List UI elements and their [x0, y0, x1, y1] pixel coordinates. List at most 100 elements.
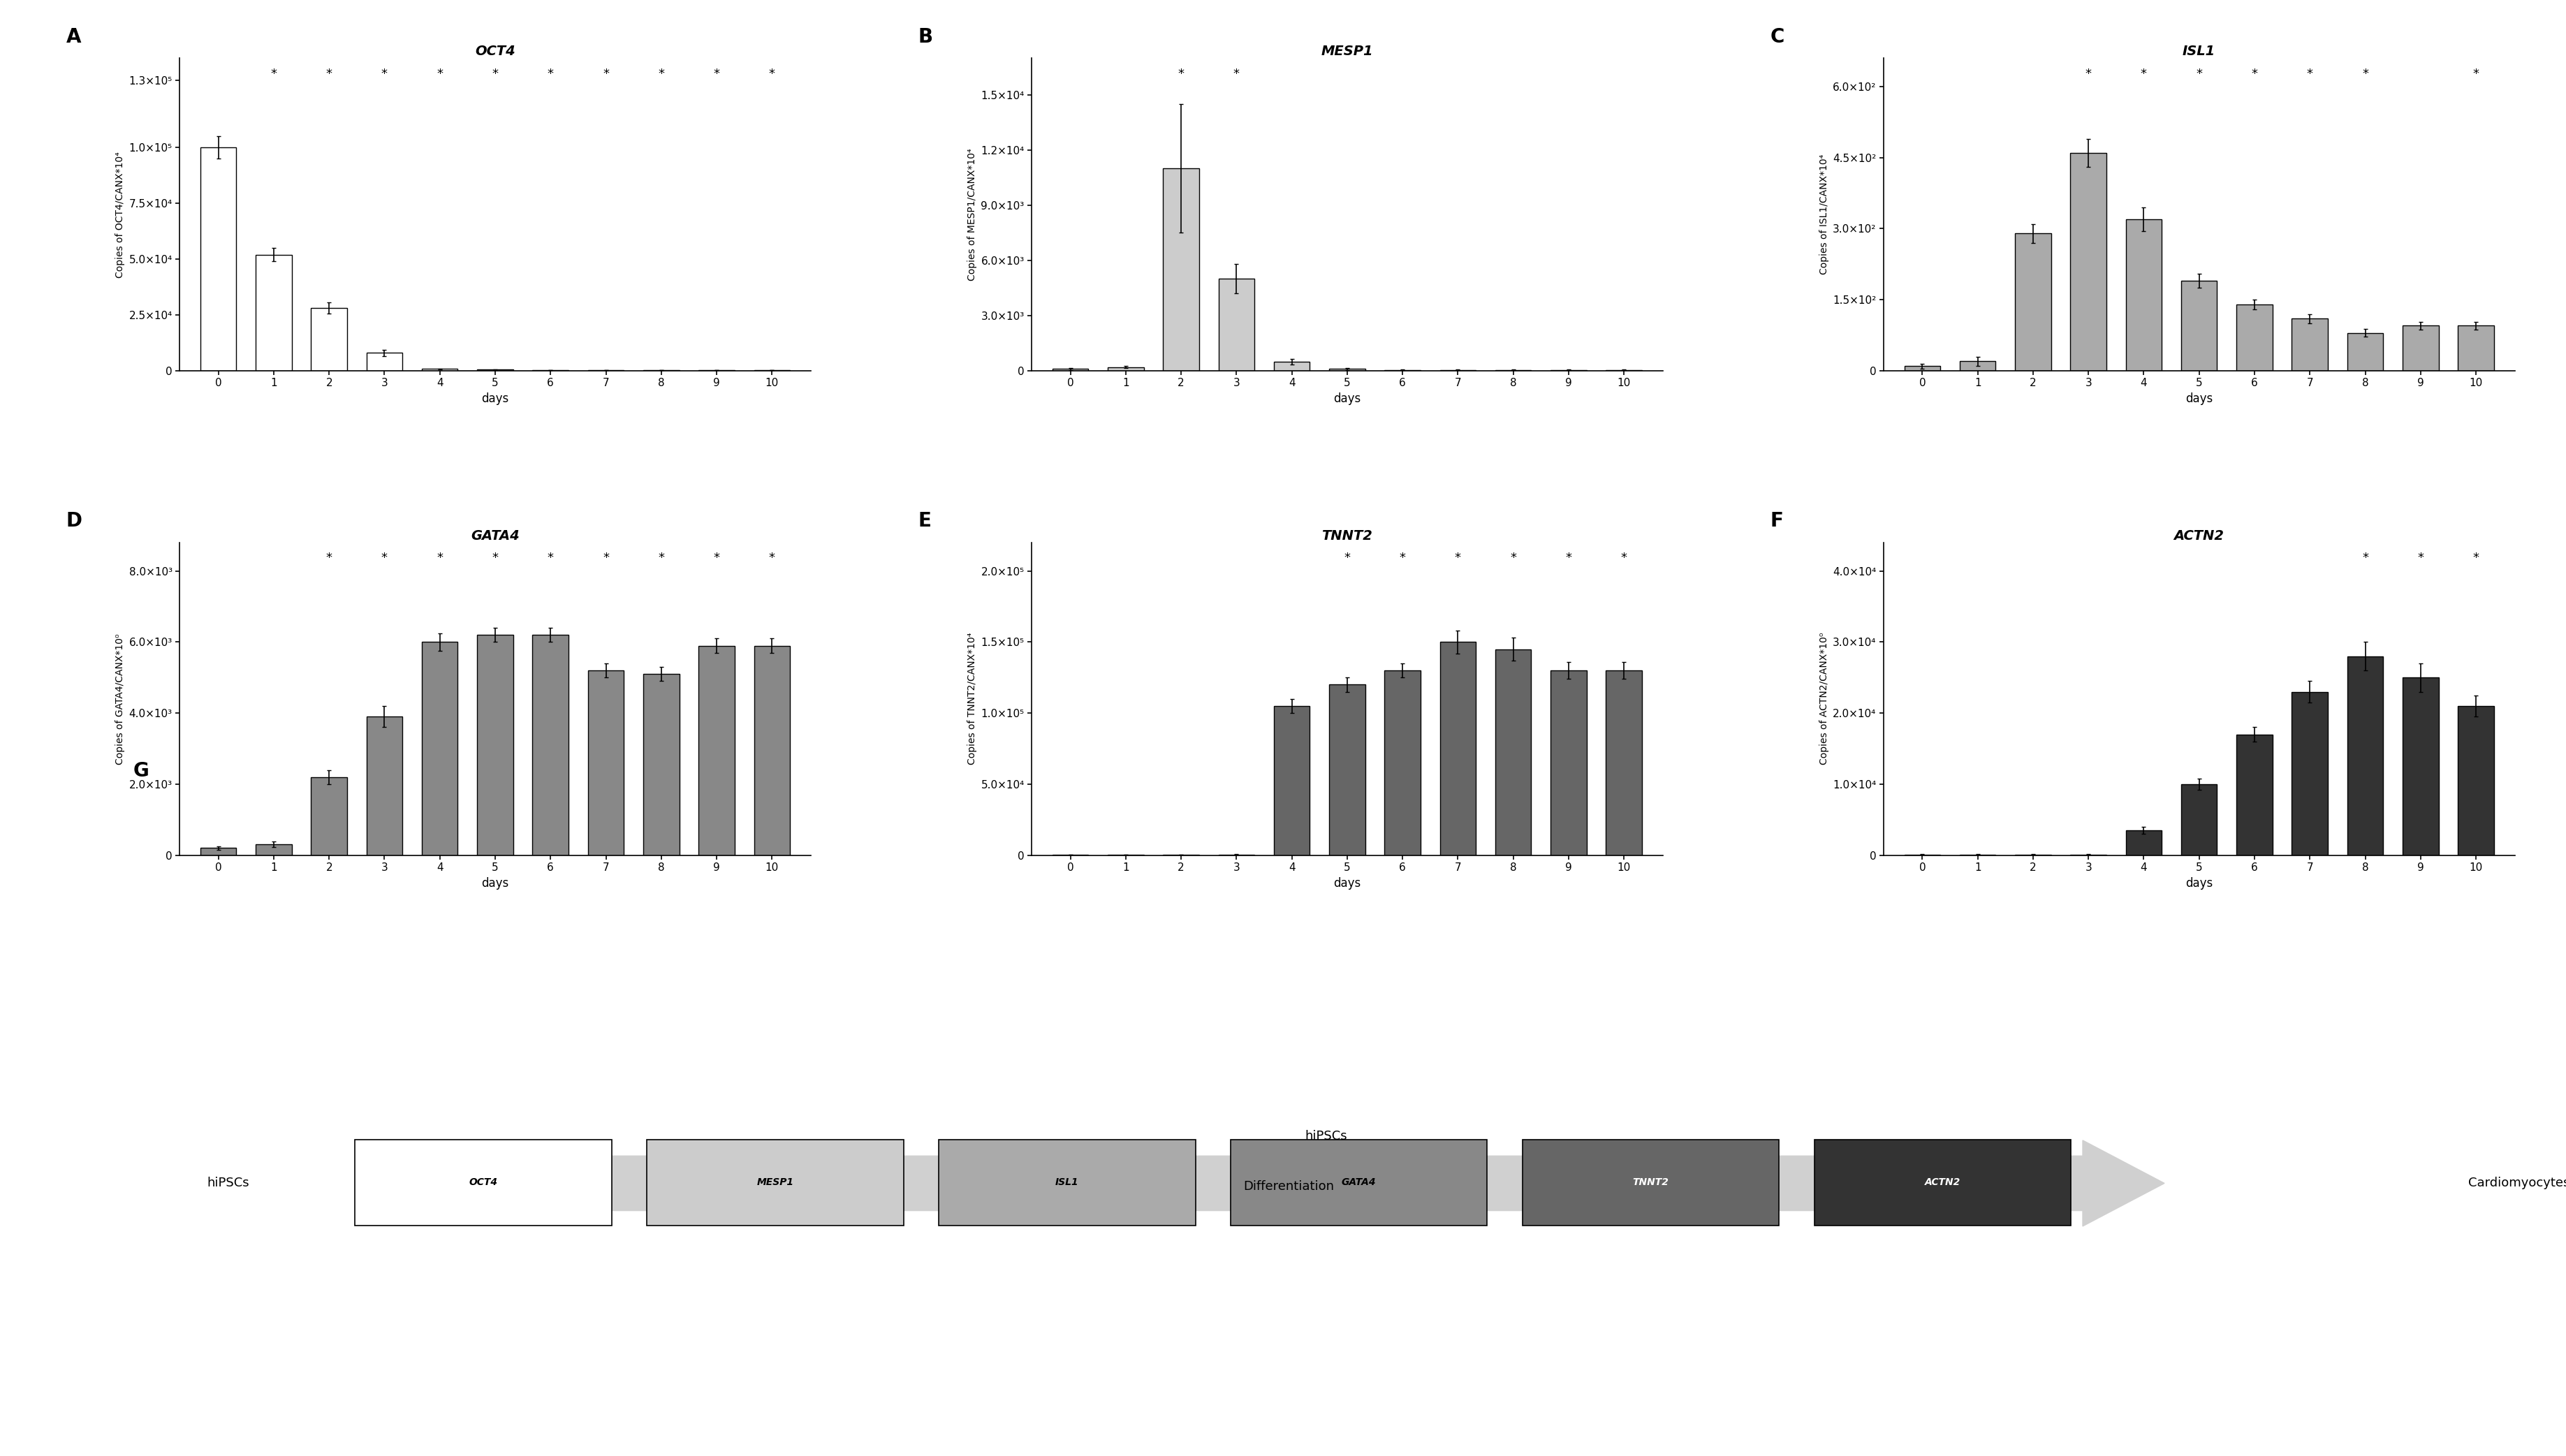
Bar [421, 642, 457, 855]
Title: ISL1: ISL1 [2184, 45, 2214, 58]
X-axis label: days: days [2186, 877, 2212, 890]
Bar [2458, 326, 2494, 371]
Text: *: * [1565, 552, 1573, 565]
Text: ISL1: ISL1 [1055, 1178, 1078, 1188]
Text: *: * [2363, 552, 2368, 565]
Title: MESP1: MESP1 [1321, 45, 1373, 58]
Bar [1440, 642, 1475, 855]
Text: *: * [2474, 552, 2479, 565]
Text: *: * [603, 552, 608, 565]
Text: *: * [1345, 552, 1350, 565]
Bar [1219, 280, 1255, 371]
Bar [310, 778, 346, 855]
Title: TNNT2: TNNT2 [1321, 530, 1373, 543]
Y-axis label: Copies of TNNT2/CANX*10⁴: Copies of TNNT2/CANX*10⁴ [967, 633, 978, 764]
Bar [2291, 692, 2327, 855]
Text: *: * [493, 552, 498, 565]
Text: *: * [1178, 67, 1185, 80]
Text: *: * [1509, 552, 1517, 565]
Bar [1109, 367, 1144, 371]
Bar [2181, 785, 2217, 855]
Text: ACTN2: ACTN2 [1924, 1178, 1960, 1188]
Bar [477, 635, 513, 855]
Text: *: * [2196, 67, 2202, 80]
Text: hiPSCs: hiPSCs [208, 1176, 249, 1190]
Bar [2125, 830, 2161, 855]
FancyBboxPatch shape [1232, 1140, 1488, 1226]
Bar [367, 352, 403, 371]
Bar [2348, 333, 2384, 371]
Bar [2181, 281, 2217, 371]
Text: *: * [713, 67, 718, 80]
Y-axis label: Copies of GATA4/CANX*10⁰: Copies of GATA4/CANX*10⁰ [115, 633, 126, 764]
Text: Differentiation: Differentiation [1245, 1181, 1334, 1192]
Text: GATA4: GATA4 [1342, 1178, 1375, 1188]
Text: A: A [67, 28, 82, 47]
X-axis label: days: days [1334, 392, 1360, 405]
Bar [367, 716, 403, 855]
Bar [2402, 677, 2438, 855]
Y-axis label: Copies of OCT4/CANX*10⁴: Copies of OCT4/CANX*10⁴ [115, 151, 126, 278]
Text: *: * [493, 67, 498, 80]
Text: E: E [919, 511, 931, 531]
Bar [310, 309, 346, 371]
Bar [2071, 153, 2107, 371]
Text: *: * [1455, 552, 1460, 565]
Text: *: * [547, 67, 554, 80]
Text: Cardiomyocytes: Cardiomyocytes [2468, 1176, 2566, 1190]
Text: *: * [326, 552, 331, 565]
Bar [1329, 368, 1365, 371]
FancyBboxPatch shape [354, 1140, 611, 1226]
Text: *: * [1234, 67, 1239, 80]
Y-axis label: Copies of MESP1/CANX*10⁴: Copies of MESP1/CANX*10⁴ [967, 149, 978, 281]
Title: GATA4: GATA4 [470, 530, 518, 543]
Text: MESP1: MESP1 [757, 1178, 793, 1188]
Y-axis label: Copies of ACTN2/CANX*10⁰: Copies of ACTN2/CANX*10⁰ [1819, 633, 1830, 764]
Bar [257, 255, 293, 371]
Bar [1550, 670, 1586, 855]
Bar [1960, 361, 1996, 371]
Bar [2458, 706, 2494, 855]
Text: TNNT2: TNNT2 [1632, 1178, 1668, 1188]
FancyBboxPatch shape [1814, 1140, 2071, 1226]
Title: OCT4: OCT4 [475, 45, 516, 58]
Text: OCT4: OCT4 [470, 1178, 498, 1188]
Bar [200, 147, 236, 371]
Text: C: C [1771, 28, 1783, 47]
X-axis label: days: days [482, 392, 508, 405]
Text: *: * [770, 552, 775, 565]
Bar [200, 847, 236, 855]
Bar [1329, 684, 1365, 855]
Bar [1386, 670, 1422, 855]
Text: *: * [436, 552, 444, 565]
Text: *: * [657, 67, 665, 80]
Text: *: * [603, 67, 608, 80]
Bar [534, 635, 570, 855]
Bar [1496, 649, 1532, 855]
FancyBboxPatch shape [1522, 1140, 1778, 1226]
Bar [2402, 326, 2438, 371]
Text: *: * [382, 67, 387, 80]
Text: *: * [770, 67, 775, 80]
Bar [2125, 220, 2161, 371]
X-axis label: days: days [2186, 392, 2212, 405]
Bar [754, 645, 790, 855]
Bar [1606, 670, 1642, 855]
Text: *: * [2474, 67, 2479, 80]
Text: *: * [657, 552, 665, 565]
Text: *: * [382, 552, 387, 565]
Bar [421, 368, 457, 371]
Text: *: * [2307, 67, 2312, 80]
Text: G: G [133, 761, 149, 780]
FancyBboxPatch shape [939, 1140, 1196, 1226]
FancyArrow shape [413, 1140, 2163, 1226]
Y-axis label: Copies of ISL1/CANX*10⁴: Copies of ISL1/CANX*10⁴ [1819, 154, 1830, 275]
Text: D: D [67, 511, 82, 531]
Bar [698, 645, 734, 855]
FancyBboxPatch shape [647, 1140, 903, 1226]
Text: *: * [2086, 67, 2091, 80]
Bar [2238, 734, 2273, 855]
Text: F: F [1771, 511, 1783, 531]
Text: *: * [2250, 67, 2258, 80]
Bar [2014, 233, 2050, 371]
